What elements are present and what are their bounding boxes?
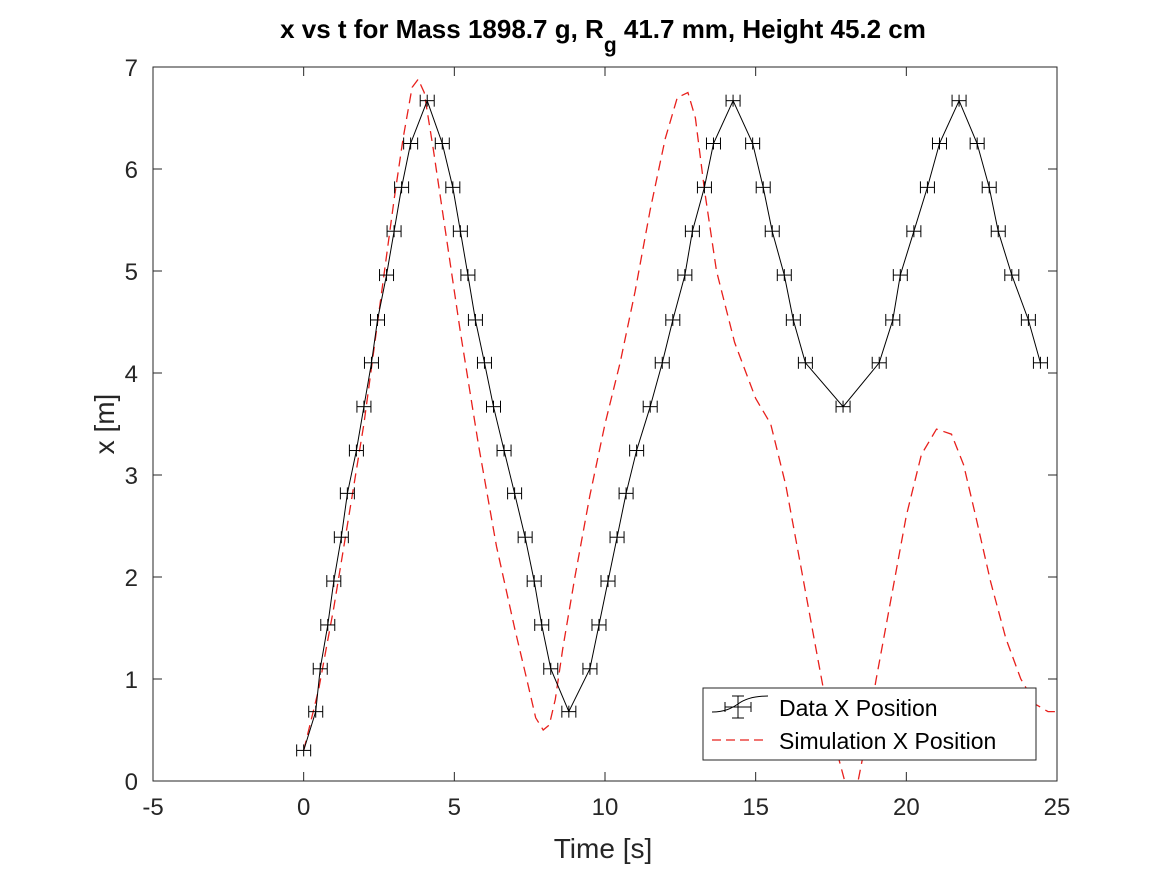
data-point-marker [642, 400, 658, 413]
data-point-marker [990, 225, 1006, 238]
data-point-marker [348, 444, 364, 457]
data-point-marker [618, 487, 634, 500]
x-tick-label: 5 [448, 794, 461, 821]
data-point-marker [906, 225, 922, 238]
data-point-marker [534, 618, 550, 631]
data-point-marker [885, 313, 901, 326]
plot-clip-layer [296, 77, 1057, 781]
x-tick-label: 10 [592, 794, 619, 821]
data-point-marker [561, 705, 577, 718]
x-tick-label: 25 [1044, 794, 1071, 821]
data-point-marker [526, 575, 542, 588]
data-point-marker [764, 225, 780, 238]
data-point-marker [1020, 313, 1036, 326]
data-point-marker [677, 269, 693, 282]
data-point-marker [705, 137, 721, 150]
y-tick-label: 0 [125, 769, 138, 796]
data-point-marker [369, 313, 385, 326]
data-point-marker [394, 181, 410, 194]
data-point-marker [696, 181, 712, 194]
data-point-marker [326, 575, 342, 588]
data-point-marker [386, 225, 402, 238]
data-point-marker [434, 137, 450, 150]
y-tick-label: 6 [125, 157, 138, 184]
legend-label-simulation: Simulation X Position [779, 728, 996, 754]
data-point-marker [356, 400, 372, 413]
legend-box [702, 687, 1037, 761]
y-tick-label: 5 [125, 259, 138, 286]
data-point-marker [496, 444, 512, 457]
data-point-marker [665, 313, 681, 326]
x-axis-label: Time [s] [554, 833, 653, 864]
y-tick-label: 1 [125, 667, 138, 694]
y-tick-label: 3 [125, 463, 138, 490]
data-point-marker [379, 269, 395, 282]
data-point-marker [339, 487, 355, 500]
data-point-marker [835, 400, 851, 413]
data-point-marker [467, 313, 483, 326]
data-point-marker [951, 94, 967, 107]
data-point-marker [785, 313, 801, 326]
data-point-marker [654, 356, 670, 369]
data-point-marker [745, 137, 761, 150]
data-point-marker [969, 137, 985, 150]
data-point-marker [363, 356, 379, 369]
series-simulation-line [303, 77, 1057, 781]
data-point-marker [776, 269, 792, 282]
legend-data-swatch [711, 695, 769, 719]
y-tick-label: 7 [125, 55, 138, 82]
data-point-marker [919, 181, 935, 194]
data-point-marker [755, 181, 771, 194]
plot-area [152, 66, 1058, 782]
data-point-marker [684, 225, 700, 238]
data-point-marker [517, 531, 533, 544]
data-point-marker [452, 225, 468, 238]
data-point-marker [1004, 269, 1020, 282]
x-tick-label: 15 [742, 794, 769, 821]
data-point-marker [296, 744, 312, 757]
data-point-marker [403, 137, 419, 150]
y-axis-label: x [m] [89, 394, 120, 455]
y-tick-label: 2 [125, 565, 138, 592]
legend-label-data: Data X Position [779, 695, 938, 721]
data-point-marker [1032, 356, 1048, 369]
series-data-line [303, 99, 1041, 751]
data-point-marker [312, 662, 328, 675]
data-point-marker [460, 269, 476, 282]
x-tick-label: -5 [142, 794, 163, 821]
data-point-marker [445, 181, 461, 194]
chart-title-subscript: g [604, 34, 617, 57]
data-point-marker [892, 269, 908, 282]
data-point-marker [629, 444, 645, 457]
data-point-marker [543, 662, 559, 675]
data-point-marker [582, 662, 598, 675]
data-point-marker [725, 94, 741, 107]
data-point-marker [591, 618, 607, 631]
chart-title: x vs t for Mass 1898.7 g, Rg 41.7 mm, He… [280, 14, 926, 57]
data-point-marker [600, 575, 616, 588]
data-point-marker [797, 356, 813, 369]
legend: Data X Position Simulation X Position [702, 687, 1037, 761]
data-point-marker [609, 531, 625, 544]
data-point-marker [981, 181, 997, 194]
x-tick-label: 20 [893, 794, 920, 821]
data-point-marker [871, 356, 887, 369]
data-point-marker [419, 94, 435, 107]
data-point-marker [308, 705, 324, 718]
data-point-marker [333, 531, 349, 544]
x-tick-label: 0 [297, 794, 310, 821]
data-point-marker [931, 137, 947, 150]
data-point-marker [486, 400, 502, 413]
y-tick-label: 4 [125, 361, 138, 388]
data-point-marker [320, 618, 336, 631]
data-point-marker [507, 487, 523, 500]
data-point-marker [476, 356, 492, 369]
